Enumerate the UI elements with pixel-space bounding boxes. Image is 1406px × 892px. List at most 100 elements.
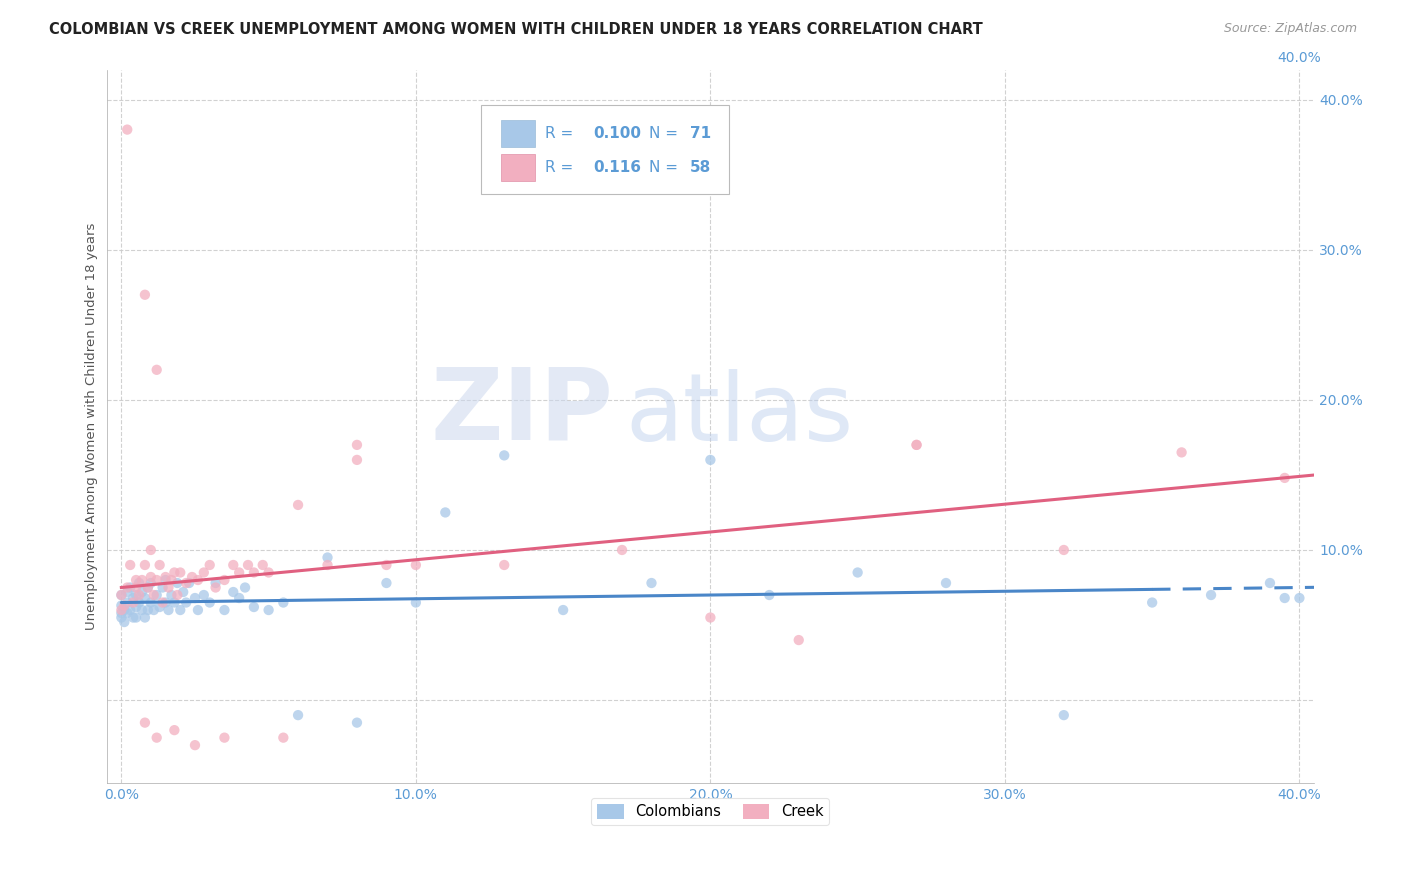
Point xyxy=(131,573,153,587)
Point xyxy=(125,600,148,615)
Point xyxy=(375,558,398,572)
Point xyxy=(375,576,398,591)
Point xyxy=(287,708,309,723)
Point xyxy=(193,566,215,580)
Point xyxy=(125,588,148,602)
Point xyxy=(117,581,139,595)
Point xyxy=(120,581,142,595)
Point xyxy=(125,581,148,595)
Legend: Colombians, Creek: Colombians, Creek xyxy=(592,797,830,825)
Point xyxy=(1274,591,1296,605)
Point xyxy=(553,603,575,617)
Point xyxy=(110,606,132,620)
Point xyxy=(136,603,159,617)
Point xyxy=(145,363,167,377)
Text: R =: R = xyxy=(546,127,578,141)
Point xyxy=(787,633,810,648)
Point xyxy=(287,498,309,512)
Point xyxy=(222,585,245,599)
Point xyxy=(1140,595,1163,609)
Point xyxy=(139,570,162,584)
Point xyxy=(155,573,177,587)
Point xyxy=(110,610,132,624)
Point xyxy=(846,566,869,580)
Point xyxy=(494,558,516,572)
Point xyxy=(117,595,139,609)
Point xyxy=(204,576,226,591)
Point xyxy=(758,588,780,602)
Point xyxy=(905,438,928,452)
Point xyxy=(193,588,215,602)
Point xyxy=(1288,591,1310,605)
Point xyxy=(163,723,186,738)
Point xyxy=(905,438,928,452)
Point xyxy=(204,581,226,595)
Point xyxy=(405,558,427,572)
Point xyxy=(699,610,721,624)
Point xyxy=(163,566,186,580)
Text: N =: N = xyxy=(648,127,683,141)
Bar xyxy=(502,153,536,181)
Text: 71: 71 xyxy=(690,127,711,141)
Point xyxy=(163,595,186,609)
Point xyxy=(139,595,162,609)
Text: COLOMBIAN VS CREEK UNEMPLOYMENT AMONG WOMEN WITH CHILDREN UNDER 18 YEARS CORRELA: COLOMBIAN VS CREEK UNEMPLOYMENT AMONG WO… xyxy=(49,22,983,37)
Point xyxy=(177,576,200,591)
Point xyxy=(117,122,139,136)
Point xyxy=(243,600,266,615)
Point xyxy=(134,715,156,730)
Y-axis label: Unemployment Among Women with Children Under 18 years: Unemployment Among Women with Children U… xyxy=(86,222,98,630)
Point xyxy=(169,603,191,617)
Point xyxy=(610,543,633,558)
Point xyxy=(169,566,191,580)
Point xyxy=(252,558,274,572)
Bar xyxy=(502,120,536,147)
Point xyxy=(152,595,174,609)
Point xyxy=(120,558,142,572)
Point xyxy=(166,588,188,602)
Point xyxy=(128,576,150,591)
Point xyxy=(134,287,156,301)
Point xyxy=(174,576,197,591)
Point xyxy=(117,606,139,620)
Point xyxy=(110,588,132,602)
Point xyxy=(139,576,162,591)
Point xyxy=(228,566,250,580)
Point xyxy=(134,558,156,572)
Point xyxy=(128,595,150,609)
Point xyxy=(1053,543,1076,558)
Point xyxy=(166,576,188,591)
Point xyxy=(1170,445,1192,459)
Point xyxy=(228,591,250,605)
Point xyxy=(122,610,145,624)
Point xyxy=(142,603,165,617)
Point xyxy=(346,453,368,467)
Text: R =: R = xyxy=(546,160,578,175)
Point xyxy=(174,595,197,609)
Point xyxy=(142,588,165,602)
Point xyxy=(273,595,295,609)
Point xyxy=(145,573,167,587)
Point xyxy=(112,615,135,629)
Point xyxy=(214,603,236,617)
Point xyxy=(155,570,177,584)
Point xyxy=(139,543,162,558)
Point xyxy=(136,581,159,595)
Point xyxy=(1258,576,1281,591)
Point xyxy=(125,573,148,587)
Point xyxy=(181,570,204,584)
Point xyxy=(152,581,174,595)
Point xyxy=(935,576,957,591)
Point xyxy=(1274,471,1296,485)
Point xyxy=(131,585,153,599)
Point xyxy=(640,576,662,591)
Point xyxy=(198,595,221,609)
Point xyxy=(1053,708,1076,723)
Point xyxy=(120,603,142,617)
Point xyxy=(160,573,183,587)
Point xyxy=(157,581,180,595)
Point xyxy=(149,600,172,615)
Point xyxy=(699,453,721,467)
Text: atlas: atlas xyxy=(626,369,853,461)
Point xyxy=(346,438,368,452)
